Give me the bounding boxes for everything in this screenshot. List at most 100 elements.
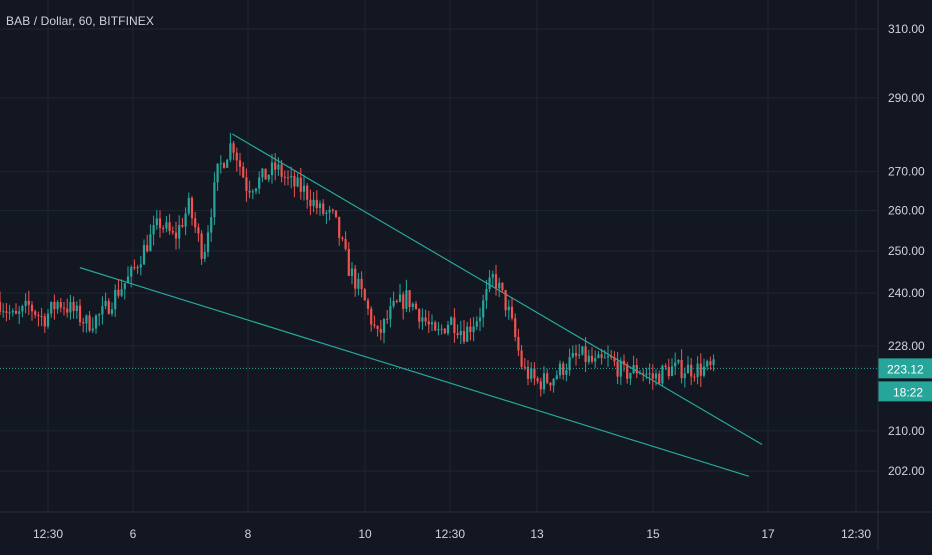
candle[interactable] [472, 317, 475, 342]
candle[interactable] [146, 234, 149, 253]
candle[interactable] [91, 317, 94, 334]
candle[interactable] [466, 321, 469, 343]
candle[interactable] [491, 270, 494, 288]
candle[interactable] [350, 262, 354, 285]
candle[interactable] [510, 297, 514, 321]
candle[interactable] [427, 310, 430, 333]
candle[interactable] [219, 155, 222, 174]
candle[interactable] [293, 170, 296, 198]
candle[interactable] [78, 299, 82, 327]
candle[interactable] [69, 294, 72, 320]
candle[interactable] [693, 373, 696, 382]
candle[interactable] [11, 308, 14, 317]
candle[interactable] [30, 301, 34, 321]
candle[interactable] [712, 354, 715, 372]
candle[interactable] [530, 362, 533, 383]
candle[interactable] [155, 209, 158, 230]
candle[interactable] [341, 236, 344, 242]
candle[interactable] [194, 212, 197, 234]
candle[interactable] [101, 296, 104, 325]
candle[interactable] [59, 297, 62, 313]
candle[interactable] [46, 309, 50, 329]
candle[interactable] [34, 309, 37, 319]
candle[interactable] [536, 376, 539, 384]
candle[interactable] [690, 357, 693, 386]
candle[interactable] [152, 215, 155, 246]
candle[interactable] [395, 299, 398, 304]
candle[interactable] [680, 349, 683, 384]
candle[interactable] [571, 345, 574, 359]
candle[interactable] [126, 266, 130, 284]
candle[interactable] [85, 314, 88, 333]
candle[interactable] [619, 357, 622, 385]
candle[interactable] [581, 345, 584, 356]
candle[interactable] [626, 361, 629, 384]
candle[interactable] [696, 356, 699, 385]
candle[interactable] [654, 369, 658, 386]
trendlines[interactable] [79, 133, 763, 477]
candle[interactable] [264, 168, 267, 180]
candle[interactable] [702, 358, 706, 378]
candle[interactable] [296, 173, 299, 188]
candle[interactable] [117, 279, 120, 299]
candle[interactable] [651, 364, 654, 390]
candle[interactable] [190, 196, 194, 226]
candle[interactable] [283, 170, 286, 186]
candle[interactable] [683, 367, 686, 388]
candle[interactable] [437, 321, 440, 336]
candle[interactable] [277, 157, 280, 176]
candle[interactable] [386, 309, 389, 324]
candle[interactable] [290, 166, 293, 189]
candle[interactable] [66, 298, 69, 318]
candle[interactable] [203, 243, 206, 263]
candle[interactable] [434, 320, 437, 332]
candle[interactable] [242, 162, 245, 179]
candle[interactable] [475, 316, 478, 330]
candle[interactable] [56, 300, 59, 314]
candle[interactable] [421, 308, 424, 330]
candle[interactable] [520, 344, 523, 370]
candle[interactable] [517, 328, 520, 357]
candle[interactable] [610, 349, 613, 360]
candle[interactable] [104, 292, 107, 310]
candle[interactable] [370, 306, 373, 332]
candle[interactable] [299, 167, 302, 200]
candle[interactable] [338, 216, 341, 246]
candle[interactable] [165, 216, 168, 233]
candle[interactable] [174, 221, 178, 250]
candle[interactable] [50, 301, 53, 318]
candle[interactable] [184, 207, 187, 236]
candle[interactable] [120, 279, 123, 298]
candle[interactable] [318, 200, 322, 216]
candle[interactable] [328, 205, 331, 221]
candle[interactable] [562, 361, 565, 380]
candle[interactable] [130, 265, 133, 288]
candle[interactable] [456, 324, 459, 339]
candle[interactable] [357, 272, 360, 296]
candle[interactable] [274, 153, 277, 181]
candle[interactable] [261, 167, 264, 183]
candle[interactable] [526, 360, 530, 386]
candle[interactable] [389, 297, 392, 328]
candle[interactable] [21, 304, 24, 318]
candle[interactable] [187, 192, 190, 216]
candle[interactable] [418, 308, 421, 329]
candle[interactable] [405, 279, 408, 312]
candle[interactable] [373, 315, 376, 329]
candle[interactable] [8, 304, 11, 320]
candle[interactable] [88, 311, 91, 333]
candle[interactable] [267, 174, 270, 183]
candle[interactable] [555, 370, 558, 381]
candle[interactable] [629, 372, 632, 386]
candle[interactable] [139, 255, 142, 276]
candle[interactable] [414, 301, 418, 310]
candle[interactable] [638, 370, 642, 375]
candle[interactable] [392, 291, 395, 309]
candle[interactable] [514, 313, 517, 342]
candle[interactable] [504, 289, 507, 317]
candle[interactable] [181, 217, 184, 228]
candle[interactable] [542, 366, 546, 394]
candle[interactable] [254, 187, 258, 195]
candle[interactable] [354, 264, 357, 297]
candle[interactable] [558, 360, 562, 379]
